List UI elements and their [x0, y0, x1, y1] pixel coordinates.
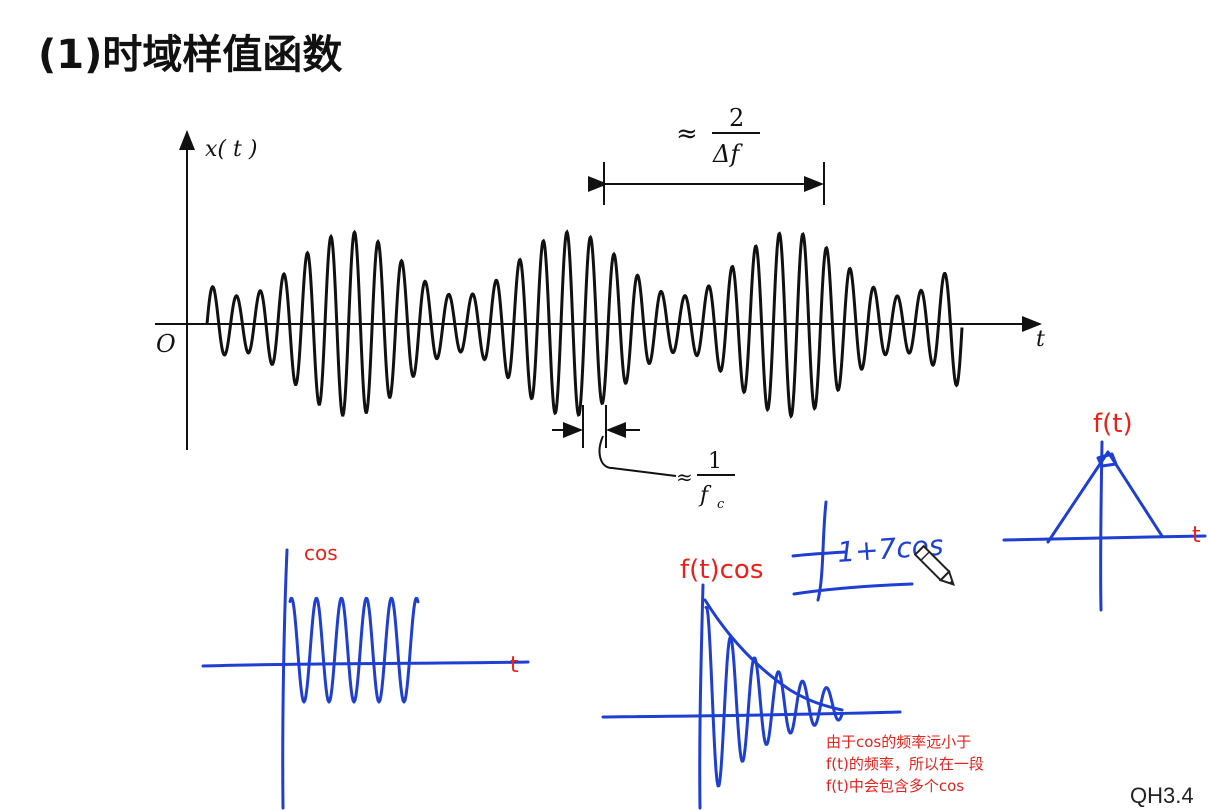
page-title: (1)时域样值函数: [38, 32, 343, 78]
period-approx-sign: ≈: [676, 119, 698, 149]
explanation-line-1: 由于cos的频率远小于: [826, 733, 971, 751]
ft-sketch-peak-mark: [1096, 452, 1118, 468]
cos-axis-t-label: t: [510, 653, 519, 678]
explanation-line-3: f(t)中会包含多个cos: [826, 777, 964, 795]
cos-label: cos: [304, 541, 338, 565]
ft-sketch-horizontal-axis: [1002, 534, 1207, 542]
carrier-approx-sign: ≈: [676, 465, 693, 489]
ft-sketch-triangle: [1046, 450, 1164, 544]
ft-axis-t-label: t: [1192, 523, 1201, 548]
cos-sketch-horizontal-axis: [201, 660, 530, 668]
carrier-numerator: 1: [708, 449, 722, 474]
ftcos-sketch-wave: [704, 605, 844, 788]
scribble-group: [791, 500, 914, 602]
origin-label: O: [156, 330, 176, 358]
y-axis-label: x( t ): [205, 137, 257, 162]
cos-sketch-wave: [288, 596, 420, 704]
cos-sketch-vertical-axis: [281, 548, 289, 810]
scribble-axis-horizontal: [791, 550, 847, 558]
ft-sketch: [1002, 440, 1207, 612]
carrier-leader-line: [598, 435, 677, 477]
ftcos-sketch-vertical-axis: [698, 583, 705, 810]
scribble-axis-vertical: [816, 500, 828, 602]
figure-id-label: QH3.4: [1130, 783, 1194, 808]
explanation-line-2: f(t)的频率，所以在一段: [826, 755, 984, 773]
carrier-denominator: f: [698, 483, 712, 508]
period-denominator: Δf: [712, 140, 743, 168]
period-numerator: 2: [729, 104, 744, 132]
cos-sketch: [201, 548, 530, 810]
x-axis-label: t: [1036, 327, 1045, 352]
pencil-icon: [913, 544, 955, 586]
ftcos-label: f(t)cos: [680, 555, 763, 585]
ft-label: f(t): [1093, 409, 1133, 439]
carrier-subscript: c: [717, 497, 725, 512]
modulated-waveform: [205, 229, 964, 419]
ftcos-sketch-horizontal-axis: [601, 710, 902, 719]
scribble-axis-lower: [792, 582, 914, 596]
ftcos-sketch: [601, 583, 902, 810]
